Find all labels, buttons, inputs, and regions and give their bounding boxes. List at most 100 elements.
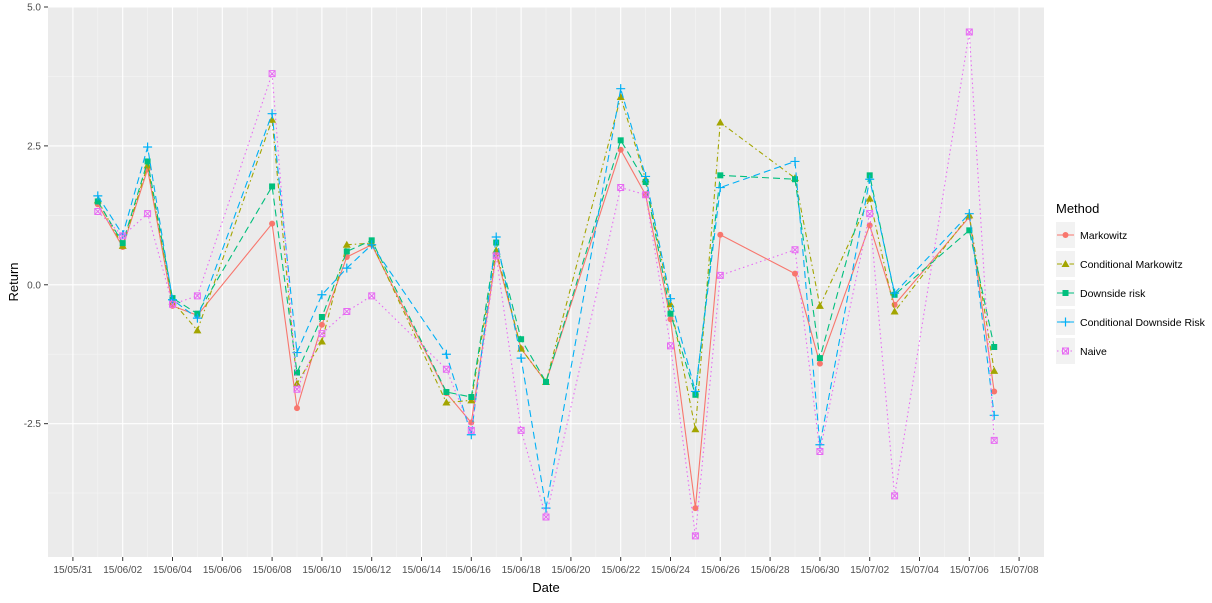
series-naive (94, 28, 998, 540)
series-conditional-downside-risk (93, 84, 999, 513)
data-point-markowitz (294, 405, 300, 412)
legend-key-marker (1061, 260, 1070, 267)
x-tick-label: 15/06/28 (751, 565, 790, 576)
data-point-downside-risk (269, 183, 276, 190)
data-point-naive (791, 246, 799, 254)
legend-label: Conditional Downside Risk (1080, 317, 1206, 329)
data-point-conditional-downside-risk (865, 174, 875, 184)
data-point-naive (268, 70, 276, 78)
data-point-conditional-downside-risk (168, 295, 177, 305)
y-tick-label: 2.5 (27, 141, 41, 152)
data-point-downside-risk (543, 379, 549, 385)
data-point-naive (119, 232, 127, 240)
x-axis-title: Date (532, 580, 559, 595)
data-point-conditional-markowitz (143, 161, 152, 169)
data-point-downside-risk (493, 239, 500, 246)
data-point-markowitz (617, 146, 624, 153)
data-point-naive (169, 300, 176, 308)
data-point-conditional-downside-risk (441, 349, 451, 359)
data-point-conditional-markowitz (442, 398, 451, 406)
data-point-naive (293, 385, 301, 393)
data-point-naive (965, 28, 973, 36)
y-tick-label: 5.0 (27, 3, 41, 14)
series-line-conditional-markowitz (97, 94, 995, 430)
data-point-markowitz (792, 270, 798, 277)
y-tick-label: -2.5 (24, 419, 42, 430)
x-tick-label: 15/06/16 (452, 565, 491, 576)
data-point-downside-risk (617, 137, 624, 144)
data-point-naive (667, 342, 674, 350)
data-point-downside-risk (443, 389, 450, 395)
x-tick-label: 15/07/04 (900, 565, 939, 576)
x-tick-label: 15/06/12 (352, 565, 391, 576)
data-point-conditional-downside-risk (715, 183, 725, 193)
data-point-conditional-downside-risk (367, 240, 377, 250)
data-point-conditional-downside-risk (890, 288, 900, 298)
legend-key-marker (1062, 290, 1069, 296)
data-point-conditional-markowitz (716, 118, 725, 126)
data-point-conditional-downside-risk (516, 353, 526, 363)
data-point-conditional-downside-risk (192, 313, 202, 323)
data-point-naive (617, 184, 625, 192)
data-point-naive (492, 252, 500, 260)
data-point-downside-risk (94, 198, 101, 205)
y-tick-label: 0.0 (27, 280, 41, 291)
data-point-conditional-downside-risk (317, 290, 327, 300)
data-point-naive (542, 513, 550, 521)
legend-item-downside-risk: Downside risk (1056, 280, 1146, 306)
data-point-downside-risk (468, 394, 475, 400)
x-tick-label: 15/06/08 (253, 565, 292, 576)
grid-minor (48, 7, 1044, 557)
legend-key-marker (1061, 317, 1070, 327)
legend-item-conditional-downside-risk: Conditional Downside Risk (1056, 309, 1206, 335)
data-point-markowitz (692, 505, 699, 512)
data-point-markowitz (318, 321, 325, 328)
legend-label: Markowitz (1080, 230, 1127, 242)
legend: Method Markowitz Conditional Markowitz Dow… (1056, 201, 1206, 364)
data-point-conditional-downside-risk (491, 232, 501, 242)
x-tick-label: 15/06/30 (800, 565, 839, 576)
data-point-conditional-markowitz (293, 379, 301, 387)
data-point-conditional-downside-risk (815, 440, 825, 450)
data-point-conditional-markowitz (865, 194, 874, 202)
data-point-conditional-downside-risk (989, 410, 999, 420)
data-point-conditional-downside-risk (964, 209, 974, 219)
data-point-conditional-downside-risk (267, 109, 277, 119)
data-point-conditional-downside-risk (790, 156, 800, 166)
data-point-conditional-markowitz (317, 337, 326, 345)
data-point-conditional-markowitz (815, 301, 824, 309)
x-tick-label: 15/06/24 (651, 565, 690, 576)
series-line-conditional-downside-risk (97, 88, 995, 509)
data-point-downside-risk (991, 344, 998, 350)
data-point-naive (891, 492, 899, 500)
data-point-markowitz (891, 301, 898, 308)
data-point-conditional-downside-risk (143, 142, 153, 152)
data-point-naive (193, 292, 201, 300)
grid-major (48, 6, 1044, 557)
data-point-naive (144, 210, 152, 218)
data-point-conditional-markowitz (990, 366, 999, 374)
legend-label: Naive (1080, 346, 1107, 358)
data-point-naive (816, 447, 824, 455)
data-point-downside-risk (343, 248, 350, 255)
x-tick-label: 15/06/06 (203, 565, 242, 576)
data-point-downside-risk (966, 227, 973, 234)
data-point-markowitz (717, 231, 724, 238)
data-point-conditional-downside-risk (616, 84, 626, 94)
x-tick-label: 15/06/14 (402, 565, 441, 576)
legend-label: Downside risk (1080, 288, 1146, 300)
data-point-naive (642, 191, 650, 199)
x-tick-label: 15/06/22 (601, 565, 640, 576)
data-point-downside-risk (792, 176, 798, 183)
data-point-naive (691, 532, 699, 540)
data-point-naive (990, 436, 998, 444)
data-point-downside-risk (294, 369, 300, 376)
data-point-conditional-downside-risk (690, 386, 700, 396)
data-point-naive (866, 210, 874, 218)
data-point-conditional-downside-risk (666, 294, 675, 304)
data-point-naive (467, 426, 475, 434)
data-point-conditional-markowitz (268, 115, 277, 123)
x-tick-label: 15/06/18 (502, 565, 541, 576)
x-tick-label: 15/05/31 (53, 565, 92, 576)
